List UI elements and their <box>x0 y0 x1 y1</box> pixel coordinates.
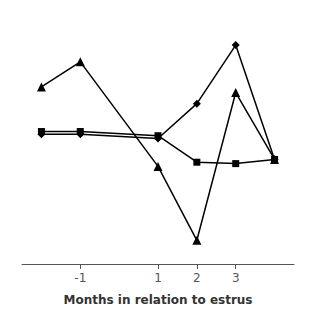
svg-text:2: 2 <box>193 271 201 285</box>
svg-text:3: 3 <box>232 271 240 285</box>
svg-text:-1: -1 <box>74 271 86 285</box>
svg-text:Months in relation to estrus: Months in relation to estrus <box>63 293 252 307</box>
svg-text:1: 1 <box>154 271 162 285</box>
